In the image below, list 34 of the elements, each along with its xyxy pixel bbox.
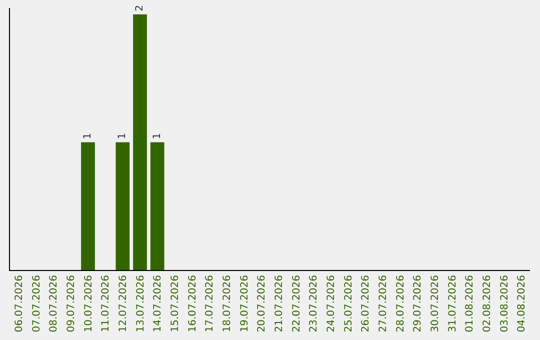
x-tick-label: 09.07.2026	[66, 275, 77, 332]
x-tick-label: 30.07.2026	[430, 275, 441, 332]
x-tick-label: 07.07.2026	[31, 275, 42, 332]
x-tick-label: 29.07.2026	[412, 275, 424, 332]
x-tick-label: 14.07.2026	[152, 275, 164, 332]
data-label: 2	[134, 5, 146, 12]
x-tick-label: 22.07.2026	[291, 275, 302, 332]
x-tick-label: 13.07.2026	[135, 275, 146, 332]
x-tick-label: 23.07.2026	[308, 275, 320, 332]
x-tick-label: 20.07.2026	[256, 275, 268, 332]
x-tick-label: 17.07.2026	[204, 275, 216, 332]
data-label: 1	[117, 132, 128, 140]
x-tick-label: 01.08.2026	[464, 275, 476, 332]
x-tick-label: 26.07.2026	[360, 275, 372, 332]
x-tick-label: 31.07.2026	[447, 275, 458, 332]
x-tick-label: 25.07.2026	[343, 275, 354, 332]
x-tick-label: 06.07.2026	[14, 275, 25, 332]
x-tick-label: 18.07.2026	[222, 275, 233, 332]
data-label: 1	[82, 132, 94, 140]
x-tick-label: 24.07.2026	[326, 275, 337, 332]
x-tick-label: 21.07.2026	[274, 275, 285, 332]
data-label: 1	[152, 132, 163, 140]
x-tick-label: 03.08.2026	[499, 275, 510, 332]
x-tick-label: 27.07.2026	[378, 275, 389, 332]
x-tick-label: 10.07.2026	[83, 275, 94, 332]
x-tick-label: 02.08.2026	[482, 275, 493, 332]
x-tick-label: 19.07.2026	[239, 275, 250, 332]
x-tick-label: 12.07.2026	[118, 275, 129, 332]
x-tick-label: 04.08.2026	[516, 275, 528, 332]
x-tick-label: 16.07.2026	[187, 275, 198, 332]
x-tick-label: 11.07.2026	[100, 275, 112, 332]
x-tick-label: 15.07.2026	[170, 275, 181, 332]
x-tick-label: 08.07.2026	[48, 275, 60, 332]
x-tick-label: 28.07.2026	[395, 275, 406, 332]
